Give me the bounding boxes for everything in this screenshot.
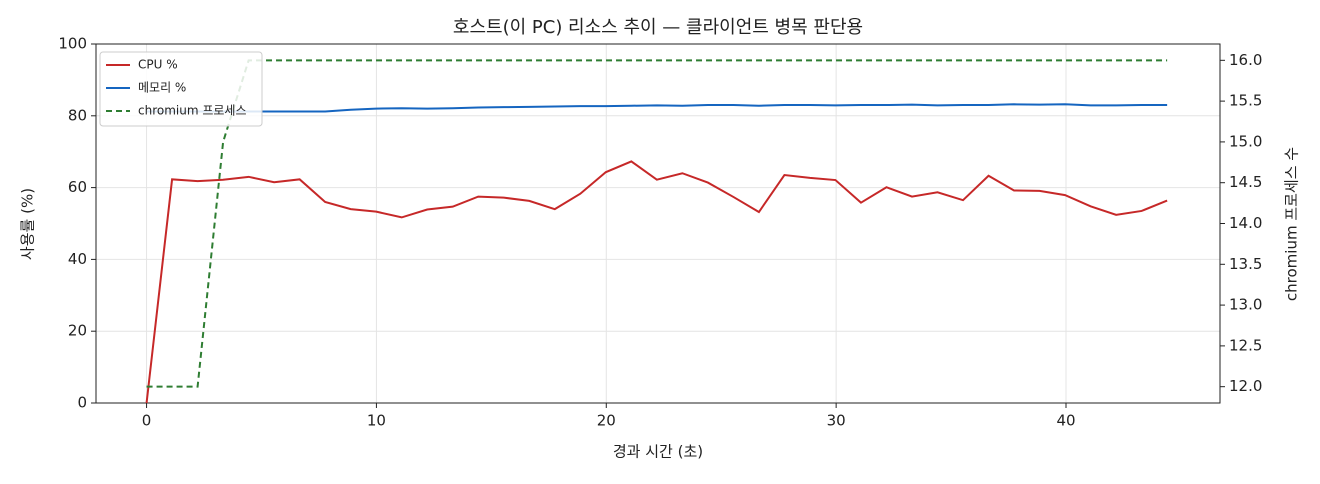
y2-tick-label: 14.5 xyxy=(1229,173,1262,191)
x-tick-label: 30 xyxy=(827,412,846,430)
x-tick-label: 10 xyxy=(367,412,386,430)
x-tick-label: 20 xyxy=(597,412,616,430)
y-tick-label: 20 xyxy=(68,322,87,340)
x-tick-label: 0 xyxy=(142,412,152,430)
y-tick-label: 100 xyxy=(58,35,87,53)
y2-tick-label: 12.5 xyxy=(1229,336,1262,354)
y2-tick-label: 13.5 xyxy=(1229,255,1262,273)
y-tick-label: 0 xyxy=(77,394,87,412)
x-tick-label: 40 xyxy=(1056,412,1075,430)
y2-tick-label: 12.0 xyxy=(1229,377,1262,395)
data-line xyxy=(145,160,1168,404)
y-tick-label: 60 xyxy=(68,178,87,196)
legend-box xyxy=(99,51,263,127)
y2-tick-label: 13.0 xyxy=(1229,296,1262,314)
y-tick-label: 80 xyxy=(68,106,87,124)
legend-label: CPU % xyxy=(138,58,178,72)
chart-title: 호스트(이 PC) 리소스 추이 — 클라이언트 병목 판단용 xyxy=(453,17,863,38)
y2-axis-label: chromium 프로세스 수 xyxy=(1283,147,1301,301)
y2-tick-label: 14.0 xyxy=(1229,214,1262,232)
x-axis-label: 경과 시간 (초) xyxy=(613,443,703,461)
y-axis-label: 사용률 (%) xyxy=(19,188,37,260)
data-line xyxy=(146,103,1168,113)
y2-tick-label: 16.0 xyxy=(1229,51,1262,69)
legend-label: chromium 프로세스 xyxy=(138,104,247,118)
plot-frame xyxy=(95,43,1221,404)
y2-tick-label: 15.0 xyxy=(1229,132,1262,150)
legend-label: 메모리 % xyxy=(138,81,186,95)
data-line xyxy=(146,59,1168,388)
y-tick-label: 40 xyxy=(68,250,87,268)
y2-tick-label: 15.5 xyxy=(1229,92,1262,110)
